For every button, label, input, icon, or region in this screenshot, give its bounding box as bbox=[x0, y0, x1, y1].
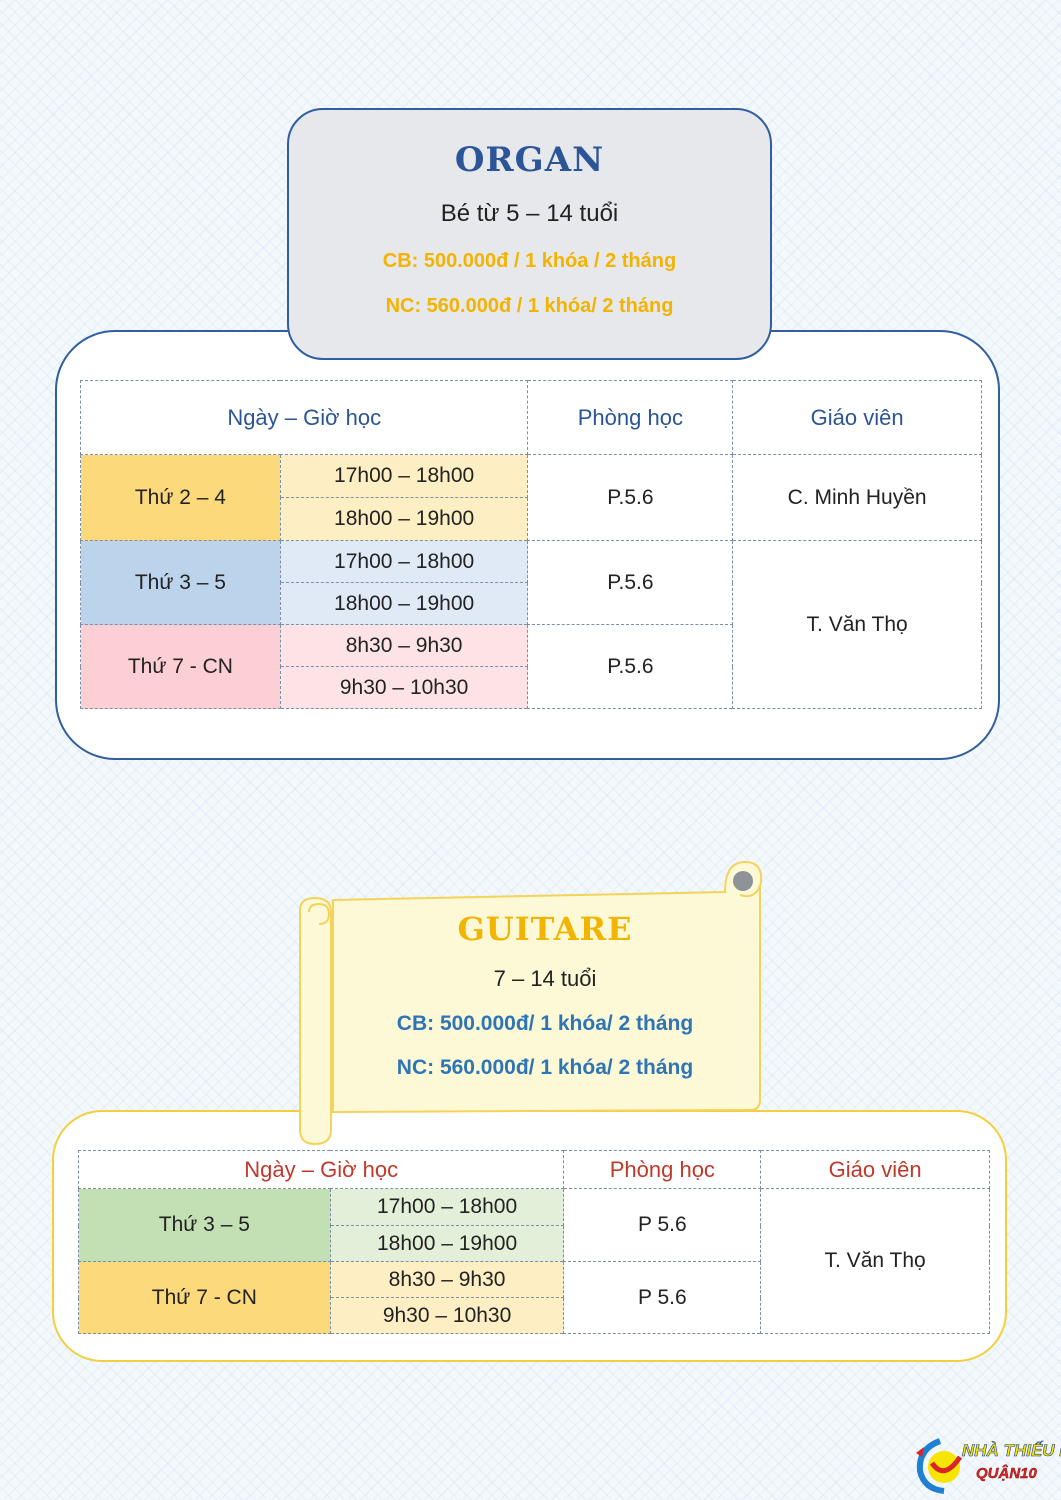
header-day-time: Ngày – Giờ học bbox=[77, 1150, 565, 1189]
scroll-shape bbox=[299, 860, 763, 1146]
day-cell: Thứ 3 – 5 bbox=[78, 1188, 331, 1262]
time-cell: 17h00 – 18h00 bbox=[329, 1188, 565, 1226]
guitare-age: 7 – 14 tuổi bbox=[493, 966, 597, 991]
logo-emblem-icon bbox=[916, 1438, 963, 1494]
header-teacher: Giáo viên bbox=[760, 1150, 990, 1189]
time-cell: 18h00 – 19h00 bbox=[279, 497, 529, 541]
time-cell: 17h00 – 18h00 bbox=[279, 454, 529, 498]
room-cell: P.5.6 bbox=[527, 540, 734, 625]
table-row: 18h00 – 19h00 bbox=[79, 1225, 990, 1262]
header-teacher: Giáo viên bbox=[732, 380, 982, 455]
organ-header-card: ORGAN Bé từ 5 – 14 tuổi CB: 500.000đ / 1… bbox=[287, 108, 772, 360]
organ-title: ORGAN bbox=[454, 140, 605, 180]
time-cell: 8h30 – 9h30 bbox=[329, 1261, 565, 1298]
logo-subtitle: QUẬN10 bbox=[976, 1465, 1037, 1482]
day-cell: Thứ 7 - CN bbox=[78, 1261, 331, 1334]
room-cell: P.5.6 bbox=[527, 624, 734, 709]
table-header-row: Ngày – Giờ học Phòng học Giáo viên bbox=[79, 380, 982, 455]
time-cell: 9h30 – 10h30 bbox=[279, 666, 529, 709]
guitare-price-nc: NC: 560.000đ/ 1 khóa/ 2 tháng bbox=[396, 1056, 694, 1079]
teacher-cell: C. Minh Huyền bbox=[732, 454, 982, 541]
table-row: 18h00 – 19h00 bbox=[81, 497, 982, 541]
organ-price-cb: CB: 500.000đ / 1 khóa / 2 tháng bbox=[382, 250, 677, 272]
guitare-scroll-banner: GUITARE 7 – 14 tuổi CB: 500.000đ/ 1 khóa… bbox=[295, 860, 765, 1150]
room-cell: P 5.6 bbox=[563, 1188, 762, 1262]
guitare-title: GUITARE bbox=[457, 910, 633, 948]
teacher-cell: T. Văn Thọ bbox=[760, 1188, 990, 1334]
time-cell: 9h30 – 10h30 bbox=[329, 1297, 565, 1334]
table-row: Thứ 7 - CN 8h30 – 9h30 P.5.6 bbox=[80, 624, 982, 709]
table-row: Thứ 7 - CN 8h30 – 9h30 P 5.6 bbox=[78, 1261, 990, 1334]
room-cell: P.5.6 bbox=[527, 454, 734, 541]
organ-age: Bé từ 5 – 14 tuổi bbox=[440, 200, 619, 227]
time-cell: 18h00 – 19h00 bbox=[279, 582, 529, 625]
header-room: Phòng học bbox=[563, 1150, 762, 1189]
time-cell: 17h00 – 18h00 bbox=[279, 540, 529, 583]
logo-name: NHÀ THIẾU NHI bbox=[962, 1441, 1061, 1461]
time-cell: 8h30 – 9h30 bbox=[279, 624, 529, 667]
table-row: Thứ 3 – 5 17h00 – 18h00 P 5.6 T. Văn Thọ bbox=[78, 1188, 990, 1334]
organ-price-nc: NC: 560.000đ / 1 khóa/ 2 tháng bbox=[385, 295, 674, 317]
table-row: 9h30 – 10h30 bbox=[79, 1297, 990, 1334]
table-row: Thứ 2 – 4 17h00 – 18h00 P.5.6 C. Minh Hu… bbox=[80, 454, 982, 541]
time-cell: 18h00 – 19h00 bbox=[329, 1225, 565, 1262]
day-cell: Thứ 3 – 5 bbox=[80, 540, 281, 625]
guitare-schedule-table: Ngày – Giờ học Phòng học Giáo viên Thứ 3… bbox=[77, 1150, 990, 1334]
guitare-info: GUITARE 7 – 14 tuổi CB: 500.000đ/ 1 khóa… bbox=[335, 910, 755, 1080]
header-room: Phòng học bbox=[527, 380, 734, 455]
teacher-cell: T. Văn Thọ bbox=[732, 540, 982, 709]
day-cell: Thứ 7 - CN bbox=[80, 624, 281, 709]
table-row: Thứ 3 – 5 17h00 – 18h00 P.5.6 T. Văn Thọ bbox=[80, 540, 982, 709]
logo: NHÀ THIẾU NHI QUẬN10 bbox=[910, 1435, 1061, 1495]
room-cell: P 5.6 bbox=[563, 1261, 762, 1334]
table-row: 18h00 – 19h00 bbox=[81, 582, 982, 625]
table-row: 9h30 – 10h30 bbox=[81, 666, 982, 709]
guitare-price-cb: CB: 500.000đ/ 1 khóa/ 2 tháng bbox=[396, 1012, 694, 1035]
organ-schedule-table: Ngày – Giờ học Phòng học Giáo viên Thứ 2… bbox=[79, 380, 982, 709]
table-header-row: Ngày – Giờ học Phòng học Giáo viên bbox=[77, 1150, 990, 1189]
header-day-time: Ngày – Giờ học bbox=[79, 380, 529, 455]
day-cell: Thứ 2 – 4 bbox=[80, 454, 281, 541]
